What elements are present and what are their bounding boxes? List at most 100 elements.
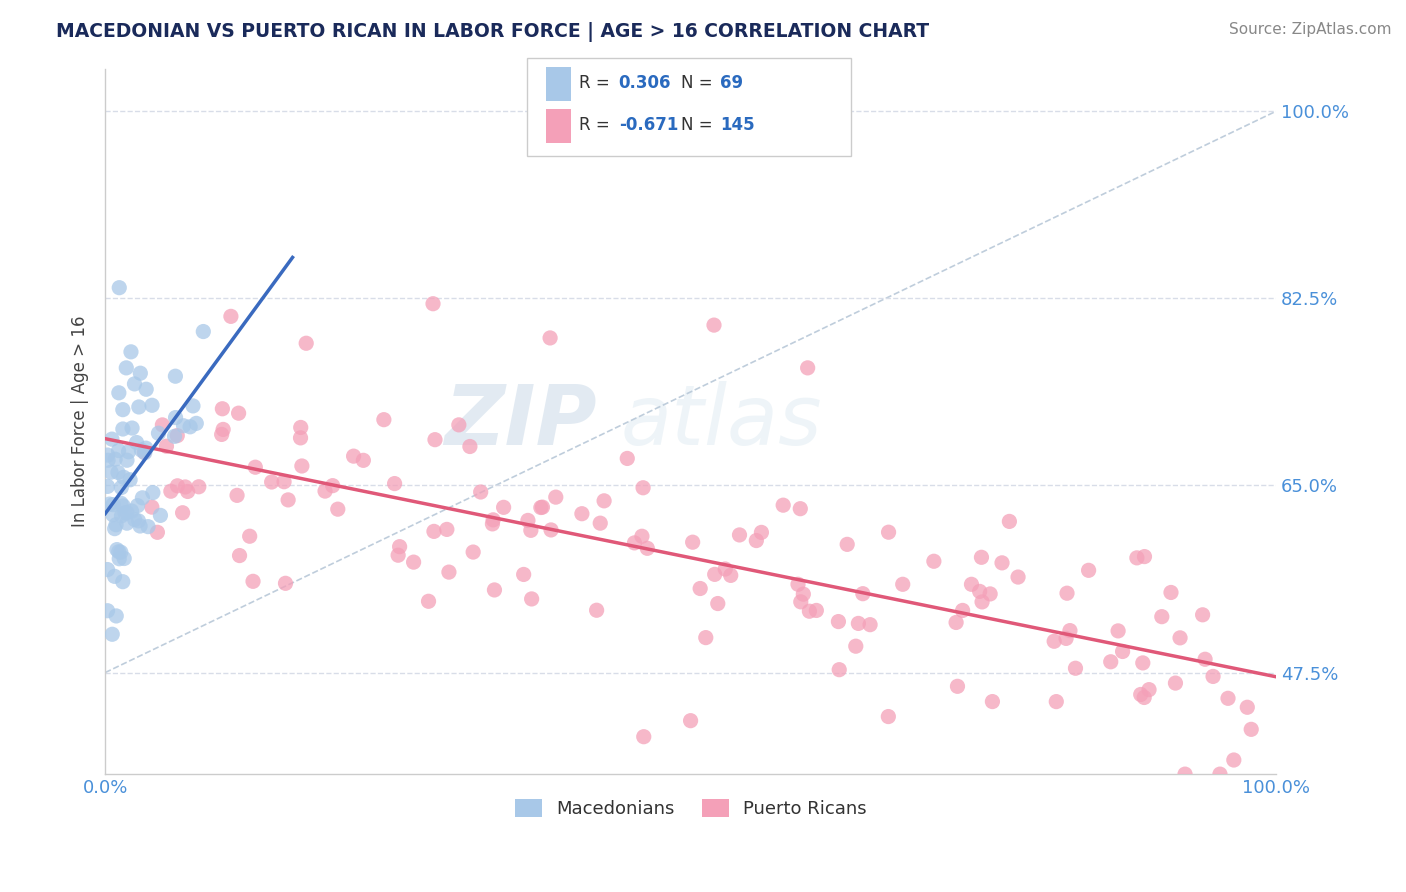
Point <box>1132 656 1154 670</box>
Point <box>1216 691 1239 706</box>
Point <box>384 476 406 491</box>
Point <box>922 554 945 568</box>
Point <box>789 501 811 516</box>
Point <box>636 541 658 556</box>
Point <box>1107 624 1129 638</box>
Point <box>631 481 654 495</box>
Point <box>1056 586 1078 600</box>
Point <box>110 496 132 510</box>
Point <box>1168 631 1191 645</box>
Point <box>295 336 318 351</box>
Point <box>981 695 1004 709</box>
Point <box>616 451 638 466</box>
Point <box>120 473 142 487</box>
Point <box>172 506 194 520</box>
Point <box>520 524 543 538</box>
Point <box>720 568 742 582</box>
Point <box>136 519 159 533</box>
Point <box>108 385 131 400</box>
Text: atlas: atlas <box>620 381 823 462</box>
Point <box>979 587 1001 601</box>
Point <box>703 567 725 582</box>
Point <box>212 422 235 436</box>
Point <box>326 502 349 516</box>
Point <box>100 465 122 479</box>
Point <box>1191 607 1213 622</box>
Point <box>173 418 195 433</box>
Point <box>1137 682 1160 697</box>
Point <box>1007 570 1029 584</box>
Point <box>110 508 132 523</box>
Point <box>291 458 314 473</box>
Point <box>128 400 150 414</box>
Point <box>1202 669 1225 683</box>
Point <box>101 432 124 446</box>
Point <box>155 439 177 453</box>
Point <box>117 445 139 459</box>
Point <box>481 516 503 531</box>
Point <box>121 504 143 518</box>
Point <box>1133 690 1156 705</box>
Point <box>115 506 138 520</box>
Point <box>1043 634 1066 648</box>
Point <box>141 500 163 515</box>
Point <box>342 449 364 463</box>
Point <box>689 582 711 596</box>
Point <box>179 419 201 434</box>
Point <box>107 545 129 559</box>
Point <box>707 597 730 611</box>
Point <box>128 514 150 528</box>
Point <box>131 443 153 458</box>
Point <box>141 398 163 412</box>
Point <box>176 484 198 499</box>
Point <box>115 360 138 375</box>
Point <box>163 429 186 443</box>
Point <box>290 420 312 434</box>
Point <box>991 556 1014 570</box>
Point <box>792 587 814 601</box>
Text: N =: N = <box>681 116 717 134</box>
Point <box>1064 661 1087 675</box>
Point <box>530 500 553 515</box>
Point <box>463 545 485 559</box>
Point <box>589 516 612 531</box>
Point <box>1045 695 1067 709</box>
Point <box>682 535 704 549</box>
Point <box>859 617 882 632</box>
Point <box>146 525 169 540</box>
Point <box>827 615 849 629</box>
Point <box>877 525 900 540</box>
Point <box>1174 767 1197 781</box>
Point <box>585 603 607 617</box>
Point <box>135 382 157 396</box>
Point <box>373 412 395 426</box>
Point <box>837 537 859 551</box>
Point <box>852 587 875 601</box>
Point <box>166 479 188 493</box>
Point <box>273 475 295 489</box>
Point <box>245 460 267 475</box>
Point <box>322 478 344 492</box>
Point <box>274 576 297 591</box>
Point <box>111 574 134 589</box>
Y-axis label: In Labor Force | Age > 16: In Labor Force | Age > 16 <box>72 316 89 527</box>
Point <box>728 528 751 542</box>
Point <box>111 402 134 417</box>
Point <box>531 500 554 515</box>
Point <box>751 525 773 540</box>
Point <box>165 369 187 384</box>
Point <box>1111 644 1133 658</box>
Text: -0.671: -0.671 <box>619 116 678 134</box>
Text: 145: 145 <box>720 116 755 134</box>
Point <box>1077 563 1099 577</box>
Point <box>228 549 250 563</box>
Point <box>186 417 208 431</box>
Point <box>633 730 655 744</box>
Point <box>110 545 132 559</box>
Point <box>131 491 153 505</box>
Point <box>115 516 138 531</box>
Point <box>418 594 440 608</box>
Point <box>166 428 188 442</box>
Point <box>112 551 135 566</box>
Point <box>969 584 991 599</box>
